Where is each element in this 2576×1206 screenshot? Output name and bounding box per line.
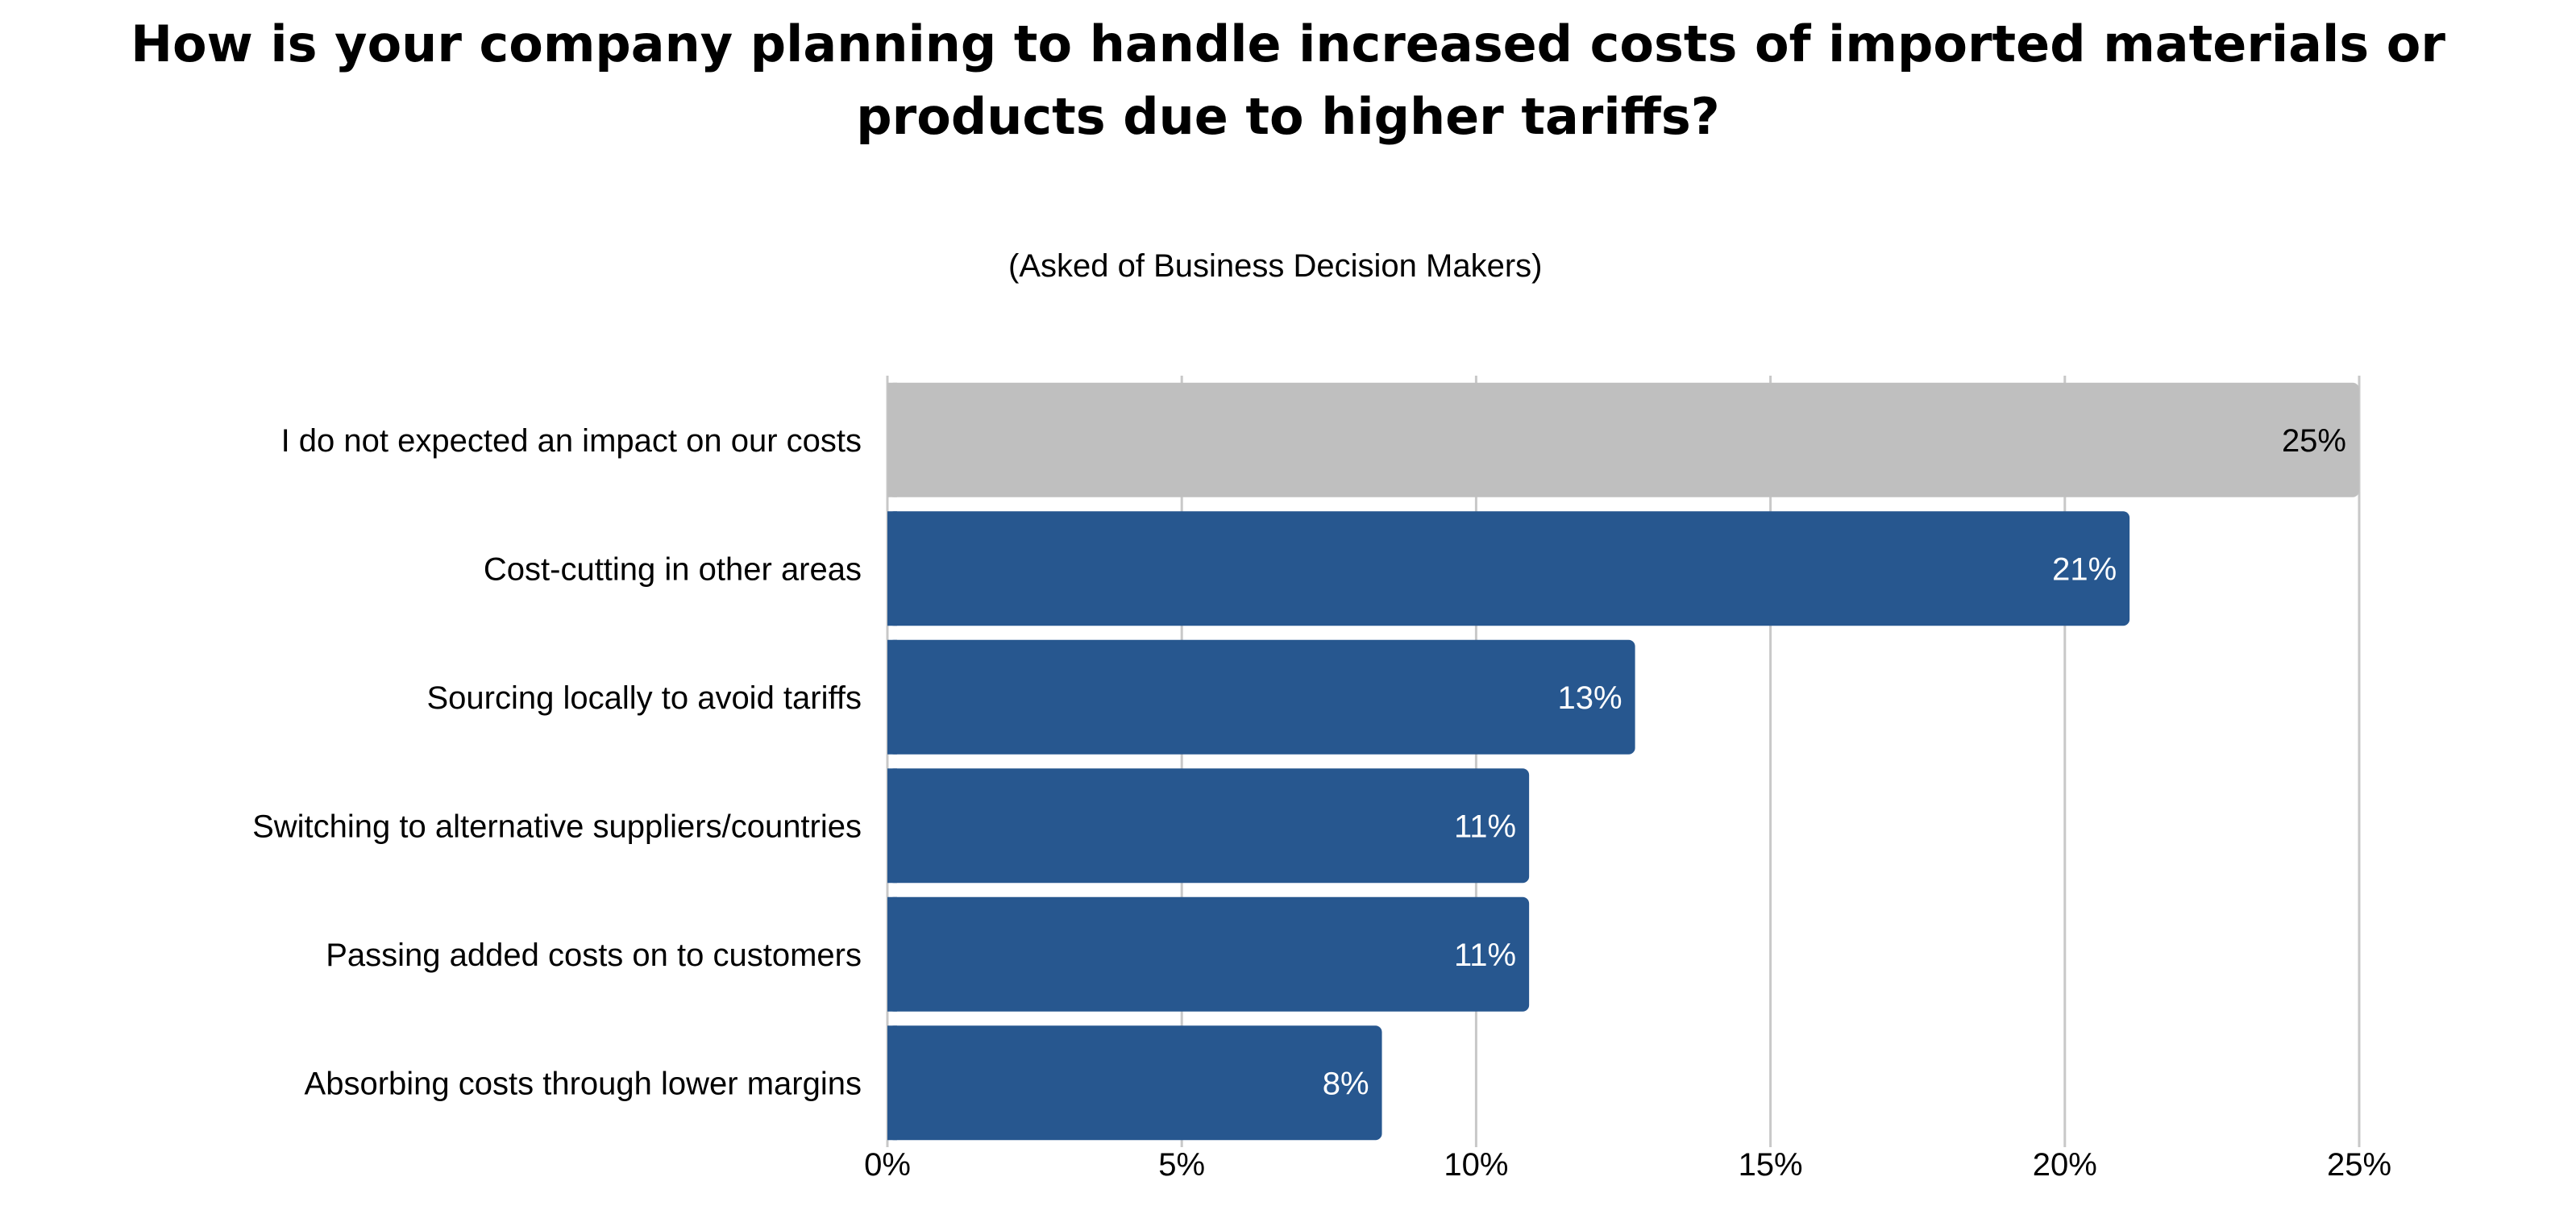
- x-tick-label-3: 15%: [1739, 1147, 1803, 1183]
- chart-title: How is your company planning to handle i…: [131, 15, 2445, 146]
- bar-3: [887, 768, 1530, 884]
- category-labels: I do not expected an impact on our costs…: [252, 423, 862, 1102]
- bar-0-base: [887, 382, 897, 497]
- category-label-2: Sourcing locally to avoid tariffs: [426, 680, 862, 716]
- bar-1-base: [887, 511, 897, 626]
- data-label-5: 8%: [1323, 1066, 1369, 1101]
- data-label-0: 25%: [2282, 423, 2346, 459]
- gridlines: [886, 376, 2361, 1147]
- data-label-1: 21%: [2052, 551, 2117, 587]
- bar-5: [887, 1025, 1382, 1141]
- bar-5-base: [887, 1025, 897, 1141]
- chart-subtitle: (Asked of Business Decision Makers): [0, 248, 2576, 285]
- bar-3-base: [887, 768, 897, 884]
- category-label-0: I do not expected an impact on our costs: [281, 423, 862, 459]
- bar-2: [887, 639, 1635, 755]
- x-tick-label-4: 20%: [2033, 1147, 2097, 1183]
- category-label-5: Absorbing costs through lower margins: [305, 1066, 862, 1101]
- category-label-4: Passing added costs on to customers: [326, 938, 862, 973]
- bars: 25% 21% 13% 11% 11% 8%: [887, 382, 2359, 1141]
- chart-subtitle-text: (Asked of Business Decision Makers): [1008, 248, 1543, 284]
- x-tick-label-0: 0%: [864, 1147, 911, 1183]
- x-axis-ticks: 0% 5% 10% 15% 20% 25%: [864, 1147, 2391, 1183]
- bar-4: [887, 896, 1530, 1012]
- data-label-2: 13%: [1558, 680, 1622, 716]
- data-label-4: 11%: [1454, 938, 1516, 973]
- category-label-1: Cost-cutting in other areas: [484, 551, 862, 587]
- bar-2-base: [887, 639, 897, 755]
- category-label-3: Switching to alternative suppliers/count…: [252, 809, 862, 844]
- x-tick-label-2: 10%: [1444, 1147, 1508, 1183]
- bar-0: [887, 382, 2359, 497]
- bar-4-base: [887, 896, 897, 1012]
- data-label-3: 11%: [1454, 809, 1516, 844]
- x-tick-label-5: 25%: [2327, 1147, 2391, 1183]
- x-tick-label-1: 5%: [1158, 1147, 1205, 1183]
- bar-1: [887, 511, 2130, 626]
